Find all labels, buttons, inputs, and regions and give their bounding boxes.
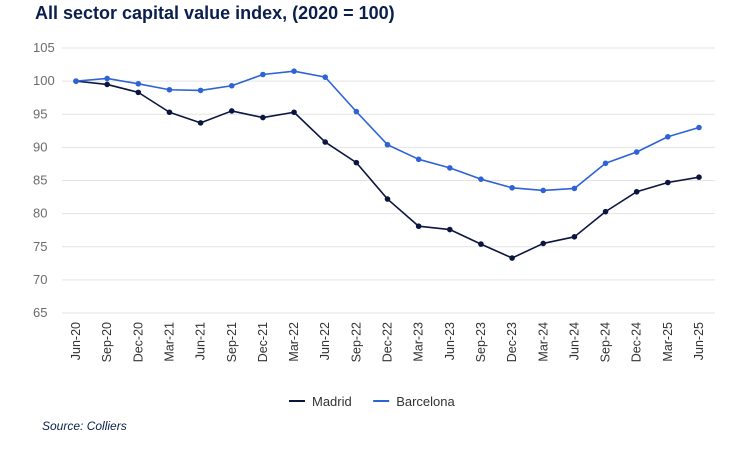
data-point xyxy=(571,234,578,240)
x-tick-label: Sep-21 xyxy=(225,322,239,362)
data-point xyxy=(291,109,297,116)
data-point xyxy=(73,78,79,84)
data-point xyxy=(447,226,453,233)
y-tick-label: 105 xyxy=(33,40,55,55)
data-point xyxy=(104,75,110,82)
x-tick-label: Mar-24 xyxy=(536,322,550,362)
data-point xyxy=(197,87,204,94)
y-tick-label: 90 xyxy=(33,139,47,154)
data-point xyxy=(540,240,547,247)
y-tick-label: 65 xyxy=(33,305,47,320)
x-tick-label: Mar-23 xyxy=(412,322,426,362)
x-tick-label: Jun-22 xyxy=(318,322,332,360)
source-note: Source: Colliers xyxy=(42,419,127,433)
data-point xyxy=(509,255,515,261)
data-point xyxy=(696,174,702,180)
x-tick-label: Jun-20 xyxy=(69,322,83,360)
data-point xyxy=(633,149,640,155)
data-point xyxy=(228,82,235,89)
y-tick-label: 95 xyxy=(33,106,47,121)
chart-title: All sector capital value index, (2020 = … xyxy=(35,3,395,23)
data-point xyxy=(447,165,453,171)
data-point xyxy=(602,160,609,167)
data-point xyxy=(228,108,235,114)
y-tick-label: 70 xyxy=(33,272,47,287)
data-point xyxy=(384,141,391,148)
data-point xyxy=(322,74,329,80)
x-tick-label: Sep-24 xyxy=(599,322,613,362)
data-point xyxy=(166,109,173,116)
legend-label: Barcelona xyxy=(396,394,455,409)
legend-label: Madrid xyxy=(312,394,352,409)
x-tick-label: Mar-22 xyxy=(287,322,301,362)
data-point xyxy=(384,196,391,202)
data-point xyxy=(415,156,422,163)
data-point xyxy=(633,188,640,195)
data-point xyxy=(135,89,142,96)
data-point xyxy=(478,241,484,247)
data-point xyxy=(540,187,547,194)
x-tick-label: Dec-24 xyxy=(630,322,644,362)
x-tick-label: Jun-24 xyxy=(567,322,581,360)
x-tick-label: Mar-25 xyxy=(661,322,675,362)
y-tick-label: 75 xyxy=(33,239,47,254)
data-point xyxy=(602,208,609,215)
x-tick-label: Sep-23 xyxy=(474,322,488,362)
data-point xyxy=(665,179,671,186)
data-point xyxy=(260,71,266,78)
x-tick-label: Jun-21 xyxy=(194,322,208,360)
data-point xyxy=(166,86,173,93)
data-point xyxy=(135,80,142,87)
x-tick-label: Dec-21 xyxy=(256,322,270,362)
data-point xyxy=(665,133,671,140)
x-tick-label: Dec-23 xyxy=(505,322,519,362)
x-tick-label: Dec-20 xyxy=(131,322,145,362)
data-point xyxy=(104,81,110,88)
data-point xyxy=(696,124,702,131)
data-point xyxy=(571,185,578,192)
x-tick-label: Dec-22 xyxy=(381,322,395,362)
data-point xyxy=(291,68,297,74)
data-point xyxy=(478,176,484,182)
data-point xyxy=(509,184,515,191)
y-tick-label: 100 xyxy=(33,73,55,88)
x-tick-label: Sep-22 xyxy=(349,322,363,362)
data-point xyxy=(353,108,360,115)
x-tick-label: Jun-25 xyxy=(692,322,706,360)
data-point xyxy=(260,114,266,121)
data-point xyxy=(353,159,360,166)
x-tick-label: Sep-20 xyxy=(100,322,114,362)
data-point xyxy=(415,223,422,230)
x-tick-label: Mar-21 xyxy=(162,322,176,362)
series-line-madrid xyxy=(75,80,700,259)
data-point xyxy=(322,139,329,145)
x-tick-label: Jun-23 xyxy=(443,322,457,360)
y-tick-label: 85 xyxy=(33,173,47,188)
y-tick-label: 80 xyxy=(33,206,47,221)
data-point xyxy=(197,120,204,126)
